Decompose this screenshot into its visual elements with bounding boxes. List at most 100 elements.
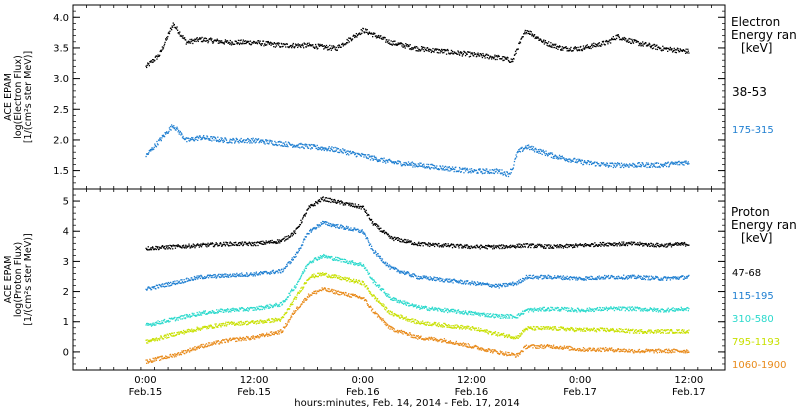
electron-data-point	[606, 40, 608, 42]
electron-data-point	[662, 163, 664, 166]
proton-data-point	[529, 274, 531, 277]
proton-data-point	[478, 312, 480, 314]
proton-data-point	[667, 309, 669, 311]
proton-data-point	[357, 262, 360, 265]
proton-data-point	[489, 316, 491, 318]
proton-data-point	[387, 233, 390, 235]
proton-data-point	[585, 245, 587, 247]
proton-data-point	[488, 283, 490, 285]
electron-data-point	[264, 143, 266, 145]
electron-data-point	[569, 48, 571, 50]
proton-data-point	[452, 308, 455, 311]
electron-data-point	[292, 145, 294, 148]
proton-data-point	[604, 278, 606, 280]
proton-data-point	[532, 274, 535, 276]
proton-data-point	[218, 276, 221, 278]
proton-data-point	[388, 266, 390, 268]
electron-data-point	[355, 152, 357, 154]
proton-data-point	[492, 314, 494, 316]
proton-data-point	[399, 272, 401, 274]
proton-data-point	[659, 309, 661, 312]
proton-data-point	[300, 222, 303, 224]
proton-data-point	[264, 305, 267, 307]
proton-data-point	[563, 277, 565, 279]
proton-data-point	[218, 273, 220, 275]
electron-data-point	[681, 50, 684, 52]
proton-data-point	[451, 279, 454, 282]
proton-data-point	[529, 308, 531, 311]
electron-data-point	[178, 133, 180, 135]
electron-data-point	[264, 44, 267, 46]
proton-data-point	[495, 245, 497, 247]
proton-data-point	[630, 274, 632, 277]
electron-data-point	[556, 45, 559, 48]
proton-data-point	[464, 283, 467, 285]
proton-data-point	[307, 207, 310, 209]
proton-data-point	[449, 278, 451, 280]
electron-data-point	[231, 41, 233, 43]
proton-data-point	[163, 247, 165, 249]
proton-data-point	[410, 240, 412, 242]
electron-data-point	[392, 43, 394, 45]
proton-data-point	[166, 282, 168, 285]
electron-data-point	[475, 53, 477, 55]
electron-data-point	[644, 165, 646, 168]
electron-data-point	[581, 159, 584, 162]
proton-data-point	[273, 305, 275, 307]
proton-data-point	[207, 242, 209, 244]
proton-data-point	[451, 310, 454, 313]
electron-data-point	[638, 165, 640, 167]
proton-data-point	[204, 275, 206, 278]
electron-data-point	[495, 55, 497, 58]
proton-data-point	[240, 243, 242, 246]
electron-data-point	[289, 45, 291, 47]
proton-data-point	[607, 274, 610, 277]
electron-data-point	[324, 45, 327, 48]
electron-data-point	[223, 140, 225, 143]
electron-data-point	[485, 170, 487, 172]
proton-data-point	[316, 201, 318, 203]
electron-data-point	[170, 27, 172, 29]
electron-data-point	[484, 57, 486, 59]
electron-data-point	[418, 165, 420, 167]
electron-data-point	[153, 148, 155, 150]
electron-data-point	[665, 163, 667, 165]
proton-data-point	[457, 282, 460, 284]
electron-data-point	[181, 137, 184, 139]
electron-data-point	[281, 145, 284, 147]
proton-data-point	[179, 315, 181, 317]
electron-data-point	[510, 168, 512, 170]
proton-data-point	[183, 317, 185, 319]
electron-data-point	[638, 162, 641, 164]
proton-data-point	[600, 308, 603, 311]
electron-data-point	[149, 150, 151, 152]
proton-data-point	[219, 308, 222, 310]
proton-data-point	[621, 308, 623, 310]
electron-data-point	[268, 42, 270, 44]
electron-data-point	[508, 172, 511, 174]
electron-data-point	[201, 41, 204, 43]
electron-data-point	[491, 172, 493, 174]
electron-data-point	[644, 164, 647, 167]
proton-data-point	[521, 244, 523, 246]
electron-data-point	[311, 147, 314, 149]
proton-data-point	[176, 280, 178, 282]
electron-data-point	[471, 52, 473, 54]
proton-data-point	[335, 256, 337, 258]
proton-data-point	[383, 229, 385, 232]
proton-data-point	[294, 230, 296, 232]
proton-data-point	[602, 276, 605, 278]
proton-data-point	[164, 283, 166, 285]
proton-data-point	[324, 197, 327, 199]
proton-data-point	[405, 271, 408, 273]
electron-data-point	[487, 172, 489, 174]
proton-data-point	[539, 276, 541, 279]
electron-data-point	[489, 169, 491, 171]
electron-data-point	[633, 38, 635, 41]
proton-data-point	[575, 276, 578, 278]
proton-data-point	[515, 282, 517, 285]
electron-data-point	[309, 45, 311, 47]
proton-data-point	[323, 254, 325, 257]
proton-data-point	[396, 237, 398, 239]
electron-data-point	[161, 137, 163, 139]
